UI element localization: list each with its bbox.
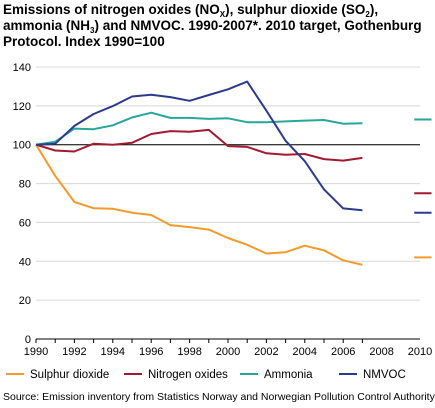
y-tick-label: 60 xyxy=(19,217,31,229)
y-tick-label: 40 xyxy=(19,256,31,268)
x-tick-label: 2010 xyxy=(408,346,432,358)
legend: Sulphur dioxide Nitrogen oxides Ammonia NMV… xyxy=(6,369,406,381)
target-markers xyxy=(414,118,432,259)
y-tick-label: 100 xyxy=(13,140,31,152)
y-tick-label: 80 xyxy=(19,179,31,191)
legend-label: Sulphur dioxide xyxy=(30,369,109,381)
line-chart: 0 20 40 60 80 100 120 140 1990 1992 1994 1996 1998 2… xyxy=(6,62,432,381)
y-tick-label: 20 xyxy=(19,295,31,307)
x-tick-label: 2008 xyxy=(369,346,393,358)
series-line-nitrogen-oxides xyxy=(35,128,363,162)
x-tick-label: 2002 xyxy=(254,346,278,358)
y-tick-label: 140 xyxy=(13,62,31,74)
series-line-nmvoc xyxy=(35,80,363,212)
grid xyxy=(36,66,420,301)
x-tick-label: 2004 xyxy=(293,346,317,358)
x-tick-label: 2006 xyxy=(331,346,355,358)
y-tick-label: 120 xyxy=(13,101,31,113)
y-axis-ticks: 0 20 40 60 80 100 120 140 xyxy=(13,62,31,346)
x-tick-label: 1990 xyxy=(24,346,48,358)
x-tick-label: 1998 xyxy=(177,346,201,358)
source-note: Source: Emission inventory from Statisti… xyxy=(3,391,435,403)
x-tick-label: 1994 xyxy=(101,346,125,358)
series-layer xyxy=(35,80,363,266)
x-axis-ticks: 1990 1992 1994 1996 1998 2000 2002 2004 2006 2008… xyxy=(24,339,432,358)
x-tick-label: 1996 xyxy=(139,346,163,358)
y-tick-label: 0 xyxy=(25,334,31,346)
series-line-sulphur-dioxide xyxy=(35,144,363,266)
x-tick-label: 2000 xyxy=(216,346,240,358)
legend-label: NMVOC xyxy=(363,369,406,381)
series-line-ammonia xyxy=(35,111,363,146)
legend-label: Nitrogen oxides xyxy=(148,369,228,381)
x-tick-label: 1992 xyxy=(62,346,86,358)
chart-title: Emissions of nitrogen oxides (NOX), sulp… xyxy=(3,2,422,49)
legend-label: Ammonia xyxy=(264,369,313,381)
